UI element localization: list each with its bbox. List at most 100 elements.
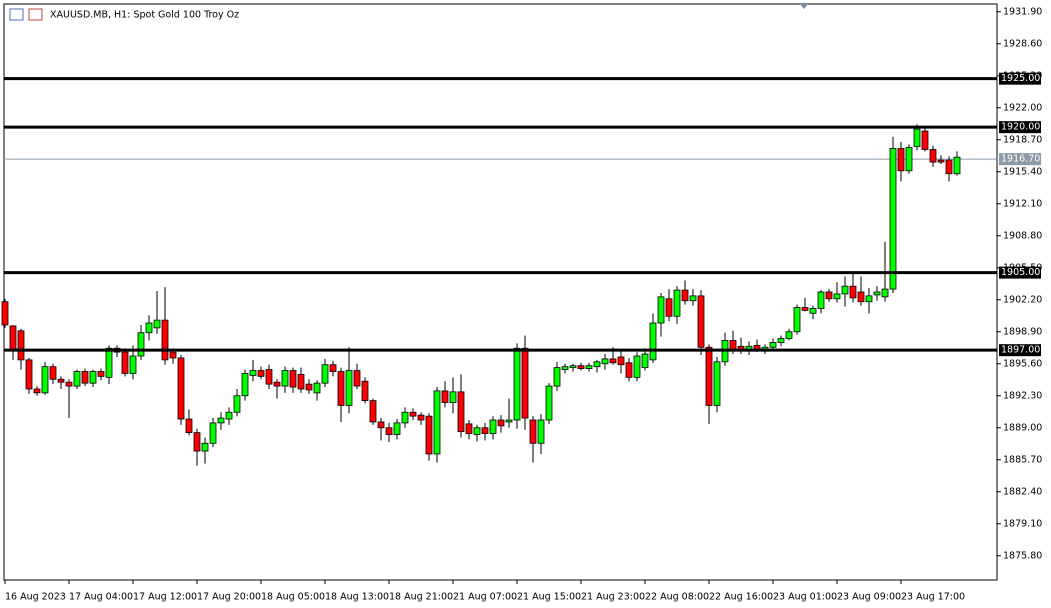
candle-body — [481, 427, 489, 434]
candle-body — [825, 291, 833, 300]
x-tick-label: 18 Aug 21:00 — [389, 592, 453, 603]
x-tick-label: 17 Aug 20:00 — [197, 592, 261, 603]
candle-body — [81, 371, 89, 384]
candle-body — [313, 382, 321, 394]
y-tick-label: 1892.30 — [1003, 390, 1042, 401]
candle-body — [809, 308, 817, 314]
candle-body — [521, 347, 529, 419]
candle-body — [65, 381, 73, 387]
candle-body — [473, 427, 481, 435]
candle-body — [457, 391, 465, 433]
candle-body — [905, 147, 913, 172]
candle-body — [681, 289, 689, 302]
candle-body — [329, 364, 337, 372]
candle-body — [569, 365, 577, 369]
candle-body — [201, 442, 209, 452]
level-box — [999, 72, 1041, 85]
candle-body — [153, 319, 161, 329]
candle-body — [297, 374, 305, 390]
level-box — [999, 121, 1041, 134]
candle-body — [633, 355, 641, 378]
candle-body — [217, 417, 225, 424]
candle-body — [705, 346, 713, 406]
candle-body — [849, 285, 857, 299]
candle-body — [49, 366, 57, 380]
candle-body — [121, 351, 129, 374]
candle-body — [361, 380, 369, 402]
candle-body — [177, 357, 185, 420]
candle-body — [289, 370, 297, 388]
candle-body — [273, 381, 281, 387]
y-tick-label: 1912.10 — [1003, 198, 1042, 209]
candle-body — [73, 371, 81, 387]
candle-body — [385, 427, 393, 435]
candle-body — [929, 149, 937, 163]
candle-body — [409, 411, 417, 417]
candle-body — [497, 419, 505, 427]
x-tick-label: 21 Aug 15:00 — [517, 592, 581, 603]
candle-body — [489, 419, 497, 434]
candle-body — [281, 370, 289, 387]
candle-body — [193, 432, 201, 452]
candle-body — [225, 411, 233, 420]
x-tick-label: 22 Aug 08:00 — [645, 592, 709, 603]
candle-body — [785, 331, 793, 339]
candle-body — [577, 365, 585, 370]
title-icons — [9, 8, 43, 21]
candle-body — [793, 307, 801, 333]
candle-body — [937, 159, 945, 163]
y-tick-label: 1875.80 — [1003, 550, 1042, 561]
icon — [28, 8, 43, 21]
level-label: 1905.00 — [1001, 267, 1040, 278]
candle-body — [873, 291, 881, 296]
candle-body — [465, 423, 473, 434]
candle-body — [17, 330, 25, 361]
y-tick-label: 1918.70 — [1003, 134, 1042, 145]
candle-body — [833, 293, 841, 300]
level-label: 1925.00 — [1001, 73, 1040, 84]
candle-body — [609, 358, 617, 364]
x-tick-label: 21 Aug 23:00 — [581, 592, 645, 603]
candle-body — [617, 356, 625, 366]
candle-body — [25, 359, 33, 390]
candle-body — [33, 388, 41, 394]
candle-body — [857, 291, 865, 303]
x-tick-label: 21 Aug 07:00 — [453, 592, 517, 603]
chart-title: XAUUSD.MB, H1: Spot Gold 100 Troy Oz — [50, 10, 239, 21]
candle-body — [881, 288, 889, 298]
candle-body — [913, 128, 921, 147]
candle-body — [585, 365, 593, 370]
candle-body — [105, 347, 113, 378]
candle-body — [641, 353, 649, 369]
y-tick-label: 1879.10 — [1003, 518, 1042, 529]
candle-body — [249, 370, 257, 376]
candle-body — [257, 370, 265, 377]
x-tick-label: 22 Aug 16:00 — [709, 592, 773, 603]
y-tick-label: 1885.70 — [1003, 454, 1042, 465]
candle-body — [945, 159, 953, 175]
candle-body — [441, 390, 449, 403]
level-box — [999, 344, 1041, 357]
candle-body — [921, 130, 929, 150]
y-tick-label: 1882.40 — [1003, 486, 1042, 497]
candle-body — [889, 148, 897, 290]
candle-body — [129, 355, 137, 374]
y-tick-label: 1902.20 — [1003, 294, 1042, 305]
candle-body — [233, 395, 241, 413]
candle-body — [601, 358, 609, 365]
candle-body — [9, 325, 17, 351]
candle-body — [169, 351, 177, 359]
candle-body — [505, 419, 513, 423]
y-tick-label: 1889.00 — [1003, 422, 1042, 433]
candle-body — [97, 371, 105, 377]
candle-body — [321, 364, 329, 384]
candle-body — [337, 371, 345, 406]
candle-body — [545, 385, 553, 421]
candle-body — [369, 400, 377, 423]
x-tick-label: 17 Aug 12:00 — [133, 592, 197, 603]
candle-body — [537, 419, 545, 444]
y-tick-label: 1928.60 — [1003, 38, 1042, 49]
candle-body — [769, 342, 777, 348]
level-box — [999, 266, 1041, 279]
candle-body — [41, 366, 49, 394]
